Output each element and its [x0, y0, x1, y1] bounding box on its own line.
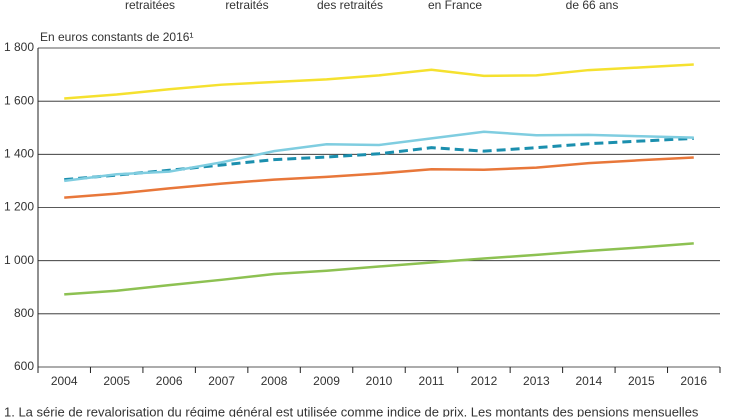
x-tick-label: 2015: [628, 374, 655, 388]
line-series: [64, 156, 694, 199]
y-axis-label: En euros constants de 2016¹: [40, 30, 193, 44]
x-tick-label: 2004: [51, 374, 78, 388]
line-series: [64, 242, 694, 296]
x-tick-label: 2013: [523, 374, 550, 388]
y-tick-label: 1 200: [4, 200, 34, 214]
footnote: 1. La série de revalorisation du régime …: [4, 404, 699, 417]
legend-label: retraitées: [125, 0, 175, 12]
y-tick-label: 1 800: [4, 40, 34, 54]
line-series: [64, 136, 694, 182]
y-tick-label: 1 600: [4, 93, 34, 107]
x-tick-label: 2006: [156, 374, 183, 388]
legend-label: des retraités: [317, 0, 383, 12]
x-tick-label: 2010: [366, 374, 393, 388]
x-tick-label: 2007: [208, 374, 235, 388]
x-tick-label: 2008: [261, 374, 288, 388]
y-tick-label: 600: [14, 359, 34, 373]
legend-label: retraités: [225, 0, 268, 12]
y-tick-label: 1 400: [4, 147, 34, 161]
y-tick-label: 1 000: [4, 253, 34, 267]
x-tick-label: 2014: [575, 374, 602, 388]
x-tick-label: 2005: [103, 374, 130, 388]
y-tick-label: 800: [14, 306, 34, 320]
x-tick-label: 2009: [313, 374, 340, 388]
x-tick-label: 2016: [680, 374, 707, 388]
line-series: [64, 63, 694, 100]
legend-label: en France: [428, 0, 482, 12]
x-tick-label: 2012: [471, 374, 498, 388]
line-series: [64, 130, 694, 183]
x-tick-label: 2011: [419, 374, 445, 388]
legend-label: de 66 ans: [566, 0, 619, 12]
